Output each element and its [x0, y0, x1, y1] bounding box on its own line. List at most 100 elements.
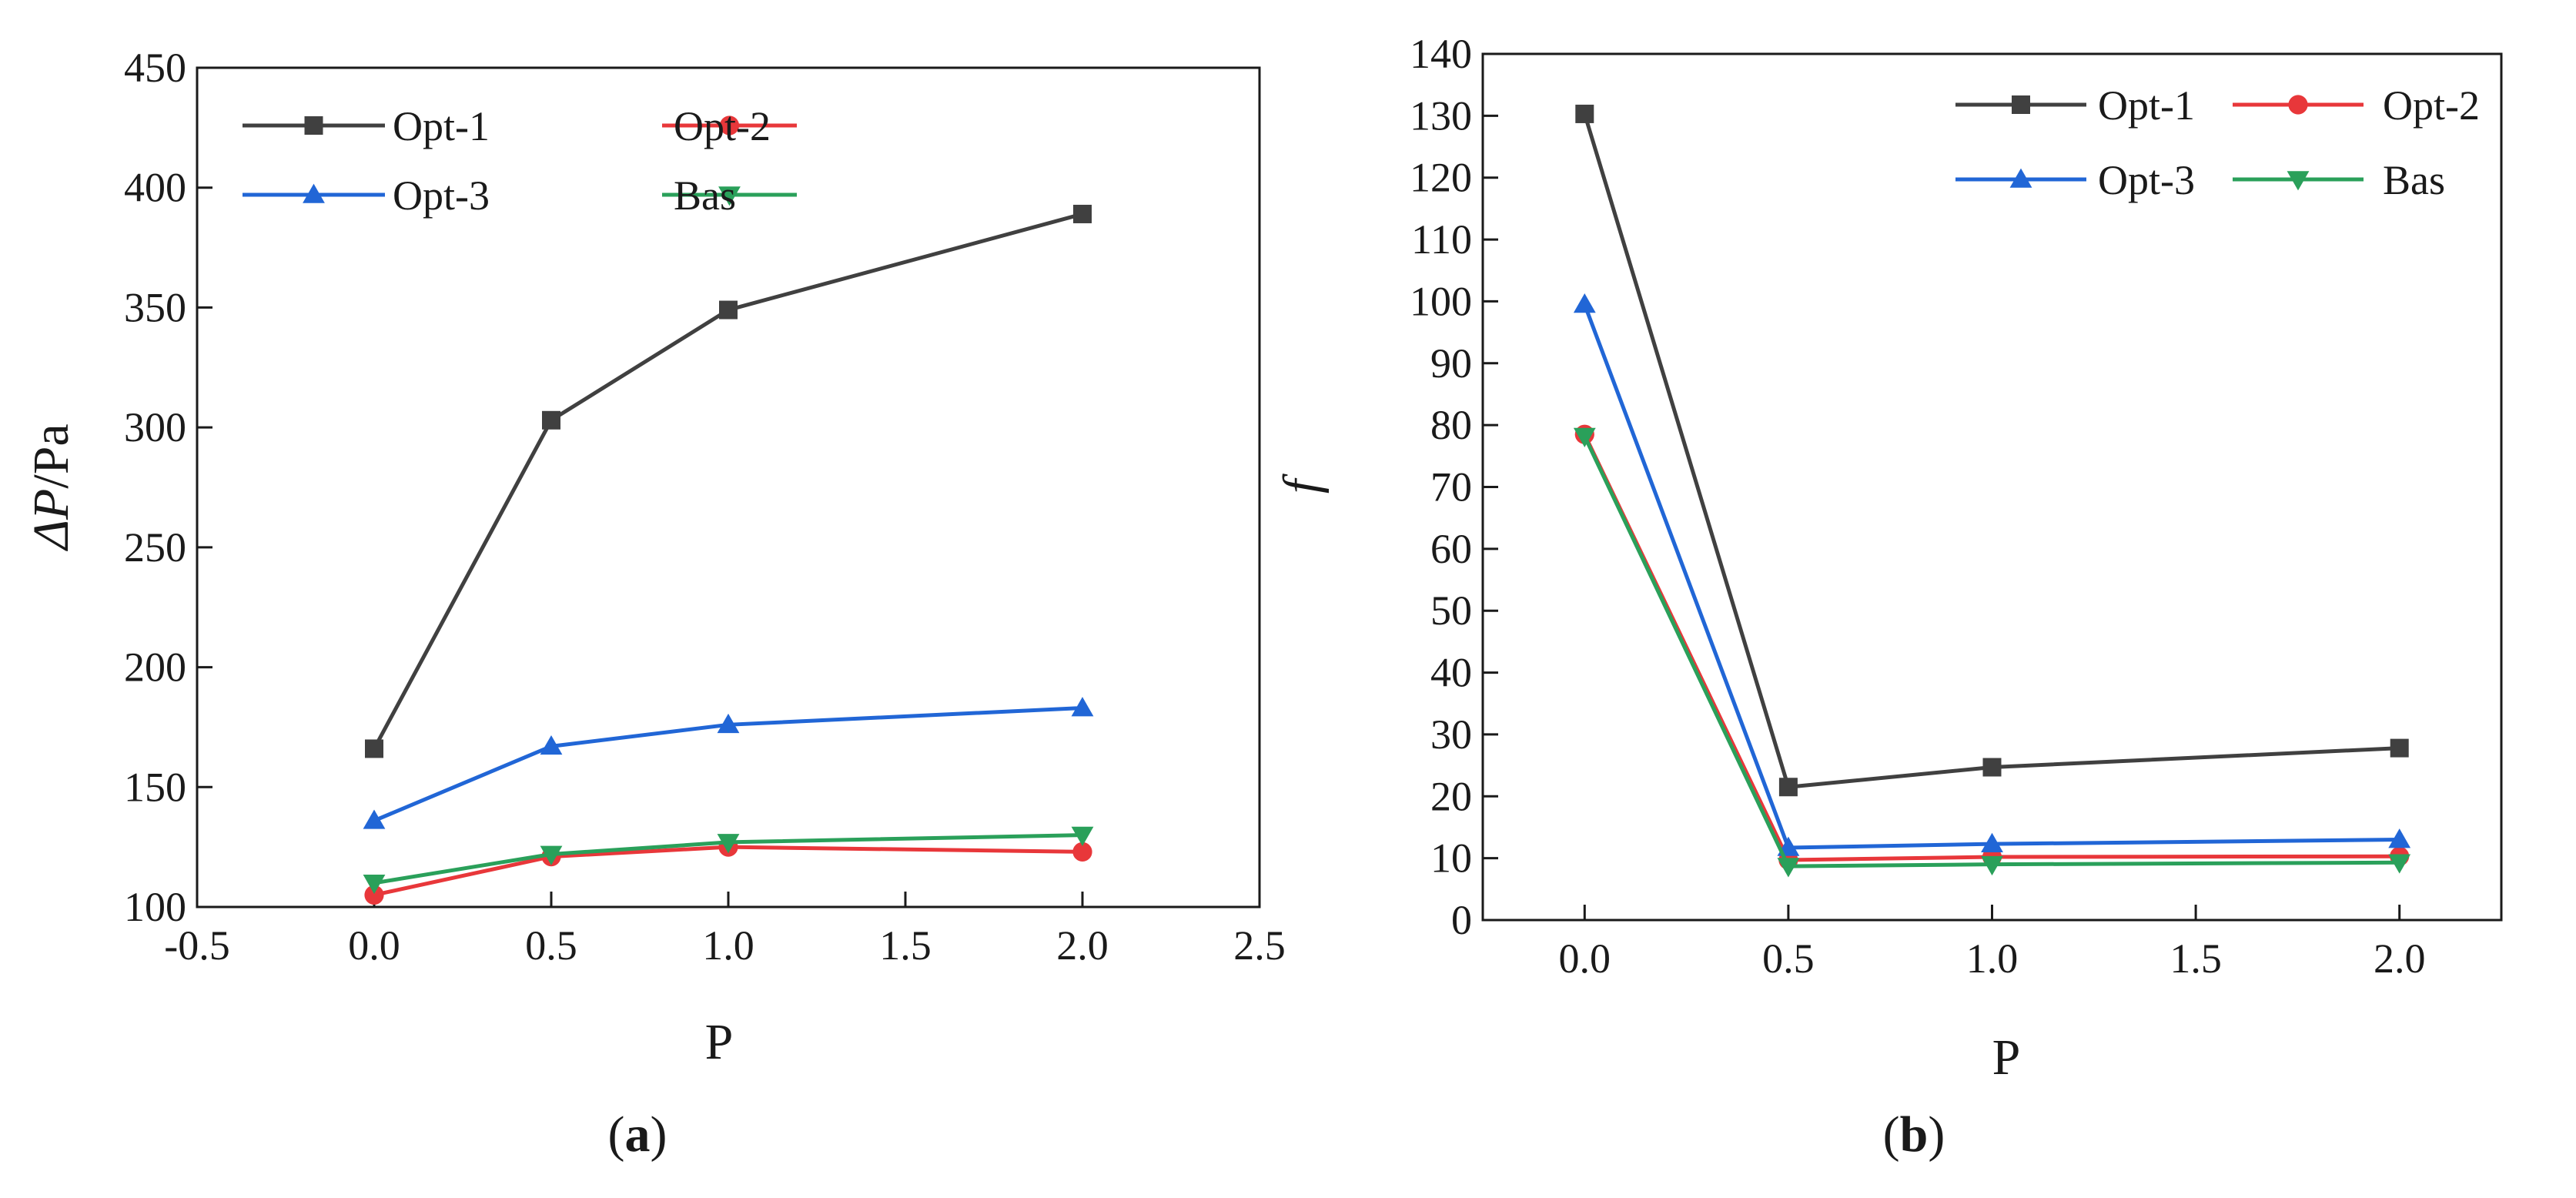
x-tick-label: 0.5: [525, 922, 577, 969]
data-point-opt-3: [540, 735, 563, 755]
y-tick-label: 100: [1410, 278, 1472, 324]
x-tick-label: 0.0: [1559, 935, 1611, 982]
data-point-opt-1: [542, 410, 560, 430]
series-line-opt-1: [1582, 113, 2400, 789]
series-line-bas: [1583, 435, 2400, 868]
panel-label-letter: a: [625, 1106, 651, 1163]
data-point-opt-3: [1071, 697, 1094, 717]
x-tick-label: 1.5: [2170, 935, 2222, 982]
series-line-opt-2: [373, 845, 1083, 897]
data-point-opt-1: [365, 739, 383, 758]
data-point-bas: [363, 875, 386, 895]
legend-label: Bas: [2383, 157, 2445, 203]
legend-label: Opt-1: [2098, 82, 2195, 129]
y-tick-label: 110: [1411, 216, 1472, 263]
series-line-opt-2: [1583, 433, 2400, 862]
legend-label: Opt-3: [2098, 157, 2195, 203]
series-line-bas: [373, 833, 1083, 885]
y-tick-label: 20: [1430, 773, 1472, 819]
y-tick-label: 60: [1430, 526, 1472, 572]
legend-label: Opt-1: [393, 103, 490, 149]
panel-label-close: ): [1928, 1106, 1945, 1163]
data-point-opt-3: [1981, 832, 2003, 852]
legend-marker: [2012, 95, 2030, 114]
chart-a: 100 150 200 250 300 350 400 450 -0.5 0.0 0.5 1.0 1.5…: [23, 45, 1286, 1163]
x-tick-label: 2.0: [1056, 922, 1109, 969]
legend-label: Opt-3: [393, 172, 490, 219]
chart-b: 0 10 20 30 40 50 60 70 80 90 100 110 120 130 140 0.0 0.5…: [1273, 31, 2503, 1163]
y-tick-label: 350: [124, 284, 186, 330]
panel-label-open: (: [608, 1106, 625, 1163]
y-axis-label: ΔP/Pa: [23, 423, 79, 551]
data-point-opt-3: [2388, 828, 2411, 848]
panel-label-letter: b: [1900, 1106, 1929, 1163]
y-axis-unit: /Pa: [23, 423, 79, 488]
legend-label: Opt-2: [674, 103, 771, 149]
y-axis-symbol: ΔP: [23, 489, 79, 552]
series-line-opt-3: [373, 706, 1083, 823]
data-point-opt-3: [1573, 293, 1596, 313]
x-tick-label: 2.0: [2374, 935, 2426, 982]
legend-marker: [2287, 171, 2310, 191]
y-tick-label: 50: [1430, 587, 1472, 634]
data-point-bas: [540, 845, 563, 865]
data-point-bas: [1573, 427, 1596, 448]
legend-label: Opt-2: [2383, 82, 2480, 129]
y-tick-label: 40: [1430, 650, 1472, 696]
legend-marker: [303, 183, 325, 203]
x-tick-label: 0.0: [348, 922, 400, 969]
y-tick-label: 140: [1410, 31, 1472, 77]
data-point-opt-2: [364, 885, 384, 905]
data-point-bas: [1981, 855, 2003, 876]
x-tick-label: 0.5: [1762, 935, 1815, 982]
data-point-opt-1: [2390, 738, 2409, 758]
data-point-bas: [1777, 858, 1800, 878]
legend-marker: [2288, 95, 2308, 115]
x-axis-label: P: [1992, 1029, 2021, 1086]
x-tick-label: -0.5: [164, 922, 229, 969]
data-point-opt-3: [363, 809, 386, 829]
y-tick-label: 10: [1430, 835, 1472, 882]
y-tick-label: 0: [1451, 897, 1472, 943]
data-point-opt-1: [1073, 204, 1092, 223]
y-axis-symbol: f: [1273, 474, 1330, 494]
panel-label-open: (: [1883, 1106, 1900, 1163]
y-tick-label: 100: [124, 884, 186, 930]
y-tick-label: 120: [1410, 155, 1472, 201]
x-tick-label: 1.0: [1966, 935, 2019, 982]
series-line-opt-3: [1582, 303, 2400, 850]
y-tick-label: 450: [124, 45, 186, 91]
data-point-opt-1: [1982, 758, 2002, 777]
y-tick-label: 250: [124, 524, 186, 571]
panel-label-close: ): [651, 1106, 667, 1163]
y-tick-label: 300: [124, 404, 186, 450]
data-point-opt-3: [717, 713, 740, 734]
data-point-opt-1: [719, 300, 738, 320]
y-tick-label: 200: [124, 644, 186, 691]
y-tick-label: 400: [124, 165, 186, 211]
legend-marker: [304, 116, 323, 135]
y-tick-label: 30: [1430, 711, 1472, 758]
legend-marker: [719, 115, 740, 136]
data-point-opt-1: [1575, 104, 1594, 123]
data-point-bas: [1071, 826, 1094, 846]
legend-marker: [2009, 168, 2032, 188]
y-tick-label: 90: [1430, 340, 1472, 387]
legend-label: Bas: [674, 172, 736, 219]
panel-label: (b): [1883, 1106, 1945, 1163]
data-point-bas: [2388, 854, 2411, 874]
plot-frame: [1481, 52, 2503, 922]
y-tick-label: 130: [1410, 92, 1472, 139]
y-tick-label: 70: [1430, 464, 1472, 510]
x-tick-label: 1.5: [879, 922, 932, 969]
y-axis-label: f: [1273, 474, 1330, 494]
data-point-bas: [717, 834, 740, 854]
panel-label: (a): [608, 1106, 667, 1163]
legend-marker: [718, 186, 741, 206]
x-axis-label: P: [705, 1014, 734, 1070]
y-tick-label: 150: [124, 764, 186, 810]
y-tick-label: 80: [1430, 402, 1472, 448]
data-point-opt-2: [1072, 842, 1092, 862]
x-tick-label: 2.5: [1233, 922, 1286, 969]
